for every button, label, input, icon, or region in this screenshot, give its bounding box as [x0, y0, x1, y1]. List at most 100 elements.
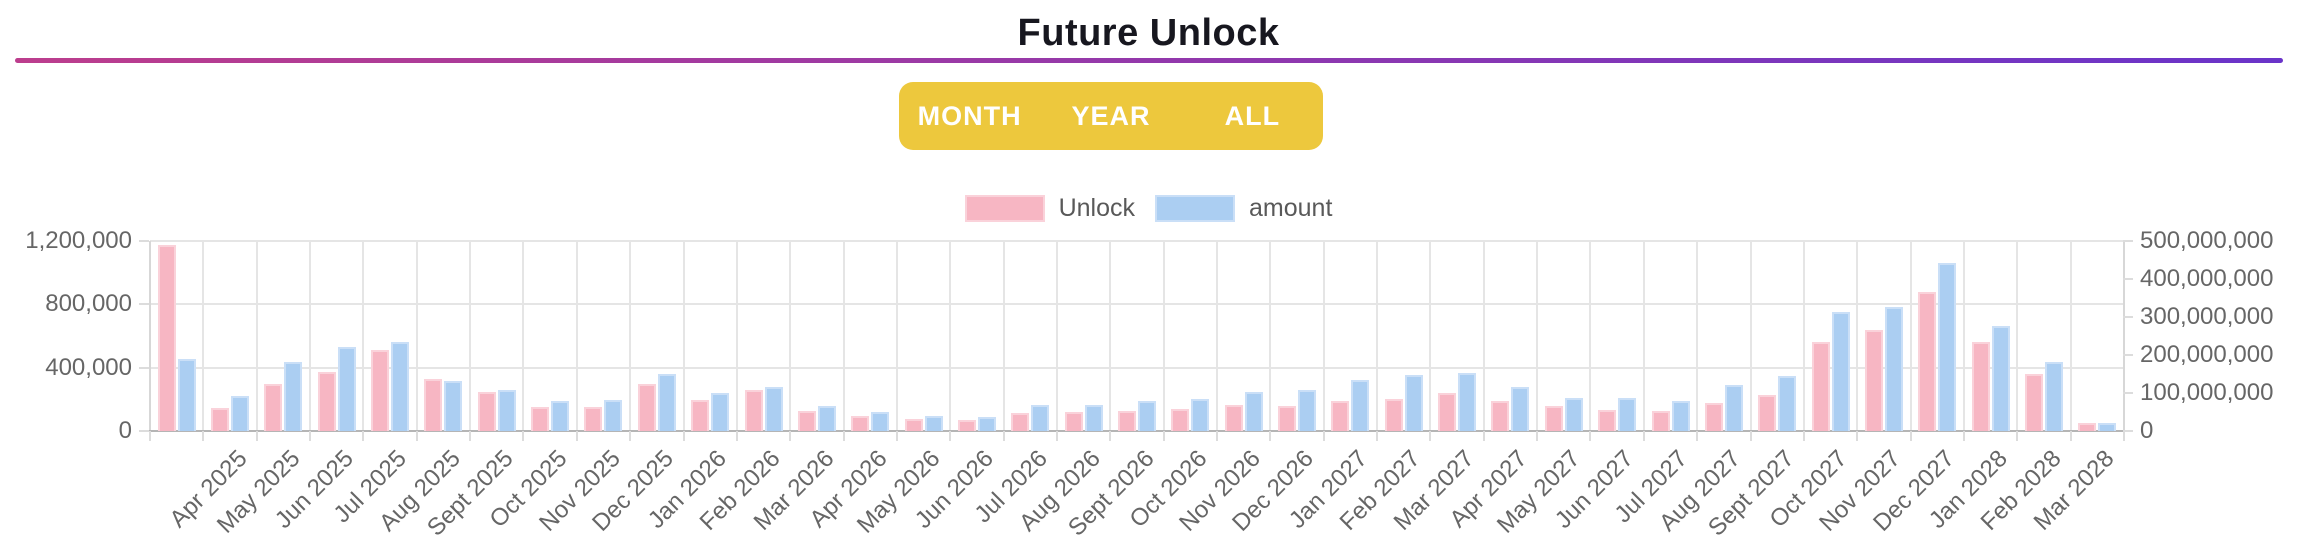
bar-unlock[interactable]: [744, 389, 763, 431]
bar-unlock[interactable]: [371, 350, 390, 431]
bar-amount[interactable]: [1511, 387, 1530, 431]
bar-unlock[interactable]: [797, 411, 816, 431]
bar-amount[interactable]: [1724, 385, 1743, 431]
bar-amount[interactable]: [1244, 391, 1263, 431]
y-left-tick-label: 0: [118, 417, 132, 444]
x-tick-mark: [1376, 431, 1379, 441]
bar-unlock[interactable]: [317, 371, 336, 431]
bar-amount[interactable]: [444, 380, 463, 431]
bar-amount[interactable]: [1138, 400, 1156, 431]
bar-unlock[interactable]: [1491, 400, 1510, 431]
bar-amount[interactable]: [497, 389, 516, 431]
vertical-gridline: [1002, 241, 1005, 431]
bar-unlock[interactable]: [1278, 405, 1297, 431]
bar-unlock[interactable]: [1224, 404, 1243, 431]
bar-amount[interactable]: [284, 361, 303, 431]
bar-unlock[interactable]: [2078, 422, 2097, 431]
bar-amount[interactable]: [1031, 405, 1050, 431]
bar-unlock[interactable]: [691, 400, 710, 431]
bar-amount[interactable]: [711, 393, 730, 431]
bar-amount[interactable]: [1618, 397, 1637, 431]
y-left-tick-mark: [139, 366, 149, 369]
bar-amount[interactable]: [924, 416, 943, 431]
tab-year[interactable]: YEAR: [1040, 82, 1181, 150]
bar-amount[interactable]: [2098, 423, 2117, 431]
vertical-gridline: [1696, 241, 1699, 431]
bar-unlock[interactable]: [211, 408, 230, 431]
bar-unlock[interactable]: [1918, 291, 1937, 431]
bar-unlock[interactable]: [637, 383, 656, 431]
legend-label-unlock: Unlock: [1058, 193, 1136, 222]
bar-amount[interactable]: [391, 342, 410, 431]
bar-unlock[interactable]: [1331, 400, 1350, 431]
bar-unlock[interactable]: [157, 244, 176, 431]
vertical-gridline: [2016, 241, 2019, 431]
vertical-gridline: [202, 241, 205, 431]
bar-unlock[interactable]: [1544, 406, 1563, 431]
bar-unlock[interactable]: [1758, 395, 1777, 431]
bar-unlock[interactable]: [424, 378, 443, 431]
bar-unlock[interactable]: [1598, 410, 1617, 431]
vertical-gridline: [2069, 241, 2072, 431]
bar-amount[interactable]: [337, 347, 356, 431]
legend-item-amount[interactable]: amount: [1155, 194, 1332, 223]
bar-amount[interactable]: [1404, 374, 1423, 431]
bar-unlock[interactable]: [1011, 412, 1030, 431]
bar-amount[interactable]: [1191, 399, 1210, 431]
bar-amount[interactable]: [871, 412, 890, 431]
bar-amount[interactable]: [1831, 312, 1850, 431]
bar-amount[interactable]: [1884, 307, 1903, 431]
bar-amount[interactable]: [177, 358, 196, 431]
bar-unlock[interactable]: [477, 392, 496, 431]
y-right-tick-mark: [2123, 240, 2133, 242]
vertical-gridline: [1216, 241, 1219, 431]
vertical-gridline: [1482, 241, 1485, 431]
bar-unlock[interactable]: [1704, 403, 1723, 431]
y-right-tick-mark: [2123, 354, 2133, 356]
bar-amount[interactable]: [551, 400, 570, 431]
bar-unlock[interactable]: [1064, 412, 1083, 431]
tab-month[interactable]: MONTH: [899, 82, 1040, 150]
bar-amount[interactable]: [1778, 375, 1797, 431]
bar-amount[interactable]: [764, 387, 783, 431]
bar-amount[interactable]: [231, 396, 250, 431]
y-axis-left-line: [149, 241, 151, 431]
bar-unlock[interactable]: [1651, 411, 1670, 431]
bar-amount[interactable]: [657, 374, 676, 431]
bar-unlock[interactable]: [851, 415, 870, 431]
bar-amount[interactable]: [1671, 400, 1690, 431]
horizontal-gridline: [150, 240, 2124, 242]
tab-all[interactable]: ALL: [1182, 82, 1323, 150]
vertical-gridline: [575, 241, 578, 431]
x-tick-mark: [1909, 431, 1912, 441]
bar-amount[interactable]: [1564, 397, 1583, 431]
bar-unlock[interactable]: [1971, 342, 1990, 431]
bar-amount[interactable]: [817, 406, 836, 431]
vertical-gridline: [522, 241, 525, 431]
bar-amount[interactable]: [1458, 373, 1477, 431]
bar-unlock[interactable]: [584, 407, 603, 431]
bar-amount[interactable]: [604, 399, 623, 431]
bar-unlock[interactable]: [1438, 393, 1457, 431]
vertical-gridline: [1162, 241, 1165, 431]
bar-amount[interactable]: [1084, 404, 1103, 431]
bar-unlock[interactable]: [1384, 398, 1403, 431]
legend-item-unlock[interactable]: Unlock: [964, 193, 1136, 223]
bar-amount[interactable]: [1351, 380, 1370, 431]
bar-unlock[interactable]: [531, 407, 550, 431]
bar-unlock[interactable]: [264, 384, 283, 431]
bar-amount[interactable]: [1991, 325, 2010, 431]
bar-unlock[interactable]: [1118, 411, 1136, 431]
bar-unlock[interactable]: [2024, 374, 2043, 431]
x-tick-mark: [1482, 431, 1485, 441]
bar-unlock[interactable]: [1171, 409, 1190, 431]
vertical-gridline: [255, 241, 258, 431]
bar-unlock[interactable]: [957, 420, 976, 431]
bar-amount[interactable]: [2044, 362, 2063, 431]
bar-amount[interactable]: [977, 416, 996, 431]
bar-amount[interactable]: [1938, 263, 1957, 431]
bar-amount[interactable]: [1298, 390, 1317, 431]
bar-unlock[interactable]: [1811, 341, 1830, 431]
bar-unlock[interactable]: [1864, 329, 1883, 431]
bar-unlock[interactable]: [904, 418, 923, 431]
